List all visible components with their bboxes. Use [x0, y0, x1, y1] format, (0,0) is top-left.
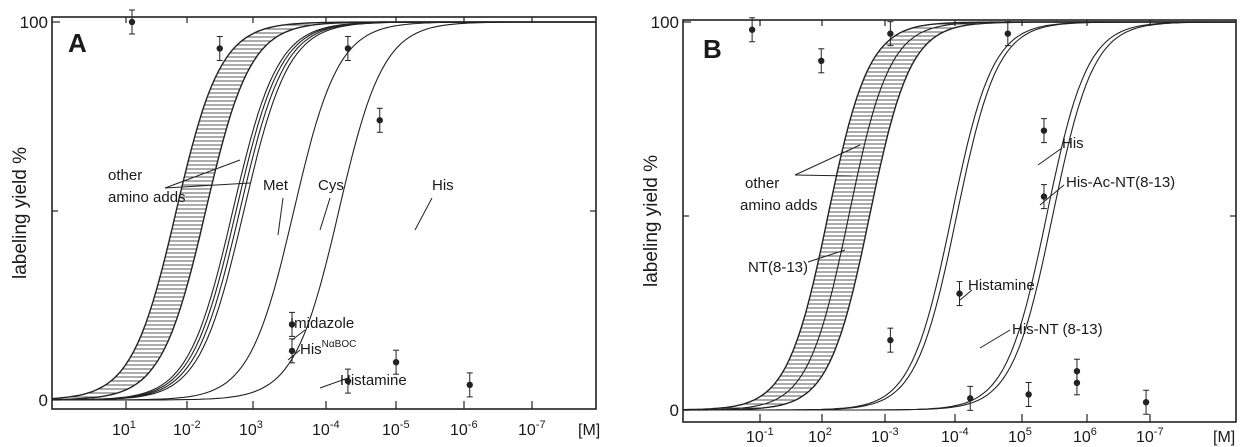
series-label: Imidazole: [290, 315, 354, 332]
x-tick-label: 10-1: [746, 426, 774, 446]
series-label: Histamine: [340, 372, 407, 389]
x-tick-label: 10-5: [382, 419, 410, 439]
band-leader: [794, 174, 853, 177]
x-tick-label: 10-3: [871, 426, 899, 446]
series-leader: [287, 349, 301, 361]
series-label: Histamine: [968, 277, 1035, 294]
series-curve-histamine: [683, 21, 1236, 411]
series-curve-his: [52, 21, 596, 401]
band-edge-left: [682, 21, 1236, 411]
series-label: His-NT (8-13): [1012, 321, 1103, 338]
data-point: [887, 30, 894, 37]
series-leader: [807, 249, 846, 263]
band-label-line1: other: [745, 175, 779, 192]
x-tick-label: 106: [1073, 426, 1097, 446]
data-point: [1040, 193, 1048, 200]
data-point: [344, 45, 352, 52]
data-point: [1142, 399, 1150, 406]
band-leader: [794, 144, 861, 176]
data-point: [1004, 30, 1012, 37]
y-axis-label: labeling yield %: [10, 147, 31, 279]
band-label-line2: amino adds: [740, 197, 818, 214]
data-point: [818, 57, 825, 64]
band-edge-right: [683, 21, 1236, 411]
data-point: [1040, 127, 1048, 134]
series-curve-nt-8-13-: [683, 21, 1236, 411]
series-leader: [979, 329, 1011, 349]
series-label: HisNαBOC: [300, 339, 356, 358]
series-label: NT(8-13): [748, 259, 808, 276]
series-leader: [291, 329, 306, 341]
series-label: His-Ac-NT(8-13): [1066, 174, 1175, 191]
data-point: [344, 377, 352, 385]
series-leader: [277, 197, 284, 236]
series-label: His: [1062, 135, 1084, 152]
x-unit-label: [M]: [578, 422, 600, 439]
data-point: [392, 359, 400, 366]
series-label: Cys: [318, 177, 344, 194]
panel-label: A: [68, 28, 87, 58]
series-leader: [1037, 147, 1063, 166]
band-label-line2: amino adds: [108, 189, 186, 206]
x-tick-label: 10-7: [518, 419, 546, 439]
data-point: [1025, 391, 1032, 398]
data-point: [216, 45, 223, 52]
data-point: [967, 395, 974, 402]
x-tick-label: 10-4: [312, 419, 340, 439]
x-tick-label: 10-7: [1136, 426, 1164, 446]
series-leader: [319, 377, 349, 389]
series-label: His: [432, 177, 454, 194]
series-curve-his-ac-nt-8-13-: [683, 21, 1236, 411]
band-hatching: [683, 23, 1236, 409]
plot-frame: [51, 16, 597, 410]
series-leader: [414, 197, 433, 231]
plot-frame: [682, 19, 1237, 423]
panel-label: B: [703, 34, 722, 64]
series-curve-his: [683, 21, 1237, 411]
data-point: [887, 336, 894, 344]
band-label-line1: other: [108, 167, 142, 184]
data-point: [1073, 379, 1081, 387]
series-leader: [959, 289, 973, 301]
data-point: [288, 321, 296, 328]
y-axis-label: labeling yield %: [641, 155, 662, 287]
series-leader: [1039, 184, 1065, 206]
x-tick-label: 105: [1008, 426, 1032, 446]
panel-b-chart: 100 0 labeling yield % 10-1 102 10-3 10-4 105 10…: [641, 13, 1237, 446]
panel-a-chart: 100 0 labeling yield % 101 10-2 103 10-4 10-5 10…: [10, 9, 600, 439]
series-leader: [319, 197, 331, 231]
y-tick-label: 0: [670, 401, 679, 420]
data-point: [956, 290, 963, 297]
data-point: [376, 117, 383, 124]
data-point: [288, 347, 296, 355]
x-tick-label: 101: [112, 419, 136, 439]
y-tick-label: 0: [39, 391, 48, 410]
y-tick-label: 100: [651, 13, 679, 32]
data-point: [128, 18, 136, 26]
series-label: Met: [263, 177, 289, 194]
data-point: [748, 26, 756, 33]
band-leader: [164, 182, 251, 189]
x-tick-label: 102: [808, 426, 832, 446]
band-leader: [164, 159, 241, 189]
x-tick-label: 10-6: [450, 419, 478, 439]
y-tick-label: 100: [20, 13, 48, 32]
x-tick-label: 103: [239, 419, 263, 439]
x-tick-label: 10-4: [941, 426, 969, 446]
series-curve-his-nt-8-13-: [683, 21, 1236, 411]
data-point: [466, 381, 473, 389]
x-tick-label: 10-2: [173, 419, 201, 439]
x-unit-label: [M]: [1213, 429, 1235, 446]
